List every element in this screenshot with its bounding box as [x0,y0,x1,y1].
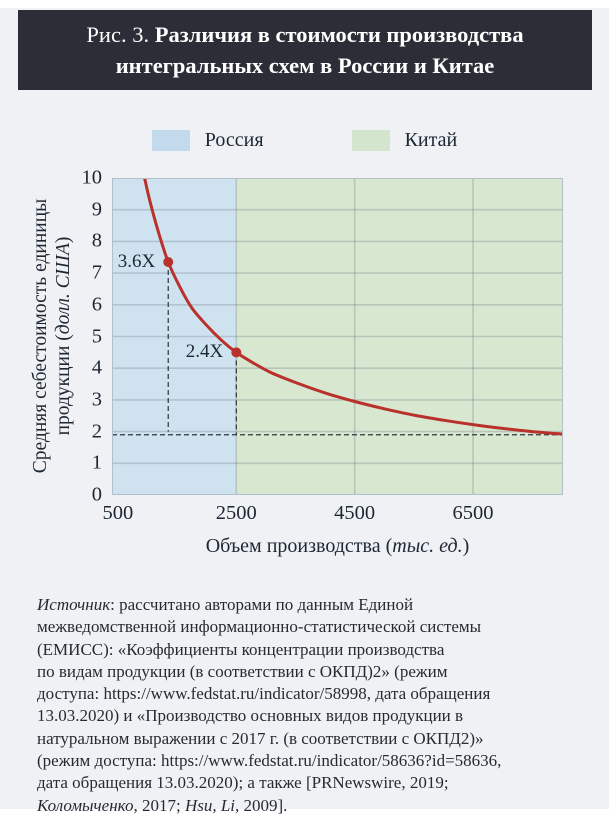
y-tick-label: 2 [91,420,102,443]
x-tick-label: 4500 [334,502,376,524]
marker-dot [163,257,174,268]
text-segment: Объем производства ( [205,535,393,557]
text-segment: Hsu, Li [184,795,236,815]
text-segment: Источник [37,595,111,614]
source-note-line: натуральном выражении с 2017 г. (в соотв… [37,728,583,750]
source-note-line: дата обращения 13.03.2020); а также [PRN… [37,772,583,794]
region-china [236,178,563,495]
source-note-line: (ЕМИСС): «Коэффициенты концентрации прои… [37,639,583,661]
x-axis-tick-labels: 500 2500 4500 6500 [103,502,563,528]
y-tick-label: 7 [91,261,102,284]
text-segment: межведомственной информационно-статистич… [37,617,482,637]
source-note-line: Источник: рассчитано авторами по данным … [37,594,583,616]
x-tick-label: 6500 [452,502,494,524]
plot-area: 3.6X 2.4X [112,178,563,495]
y-tick-label: 3 [91,388,102,411]
legend-swatch-russia [151,130,190,151]
figure-title-line: интегральных схем в России и Китае [18,50,592,81]
chart-canvas [112,178,563,495]
legend-swatch-china [351,130,390,151]
text-segment: Коломыченко [37,795,134,815]
text-segment: тыс. ед. [392,535,463,557]
marker-dot [231,347,242,358]
y-tick-label: 4 [91,356,102,379]
y-tick-label: 0 [91,483,102,506]
legend-item-china: Китай [351,129,458,152]
y-axis-tick-labels: 0 1 2 3 4 5 6 7 8 9 10 [0,167,104,506]
text-segment: дата обращения 13.03.2020); а также [PRN… [37,773,449,793]
x-tick-label: 500 [102,502,134,524]
text-segment: 13.03.2020) и «Производство основных вид… [37,706,464,726]
figure-title-bar: Рис. 3. Различия в стоимости производств… [18,10,592,90]
marker-label: 3.6X [117,251,156,272]
y-tick-label: 9 [91,198,102,221]
y-tick-label: 5 [91,325,102,347]
figure-title-line: Рис. 3. Различия в стоимости производств… [18,19,592,50]
source-note: Источник: рассчитано авторами по данным … [37,594,583,817]
x-axis-title-line: Объем производства (тыс. ед.) [112,535,563,558]
source-note-line: доступа: https://www.fedstat.ru/indicato… [37,683,583,705]
text-segment: , 2009]. [235,795,288,815]
source-note-line: Коломыченко, 2017; Hsu, Li, 2009]. [37,795,583,817]
y-tick-label: 10 [81,166,103,189]
text-segment: (режим доступа: https://www.fedstat.ru/i… [37,751,502,771]
marker-label: 2.4X [185,341,224,363]
y-tick-label: 6 [91,293,102,316]
text-segment: натуральном выражении с 2017 г. (в соотв… [37,728,484,748]
legend-label-russia: Россия [204,129,264,151]
text-segment: Рис. 3. [86,22,155,47]
x-tick-label: 2500 [215,502,257,524]
plot-border [112,178,563,495]
x-axis-title: Объем производства (тыс. ед.) [112,535,563,558]
legend-label-china: Китай [404,129,458,151]
source-note-line: 13.03.2020) и «Производство основных вид… [37,705,583,727]
text-segment: ) [462,535,470,557]
source-note-line: межведомственной информационно-статистич… [37,616,583,638]
y-tick-label: 8 [91,229,102,252]
figure-title: Рис. 3. Различия в стоимости производств… [18,19,592,81]
text-segment: интегральных схем в России и Китае [115,53,495,78]
source-note-line: по видам продукции (в соответствии с ОКП… [37,661,583,683]
source-note-line: (режим доступа: https://www.fedstat.ru/i… [37,750,583,772]
text-segment: (ЕМИСС): «Коэффициенты концентрации прои… [37,639,445,659]
text-segment: : рассчитано авторами по данным Единой [110,595,414,614]
text-segment: доступа: https://www.fedstat.ru/indicato… [37,684,491,704]
text-segment: Различия в стоимости производства [154,22,524,47]
text-segment: , 2017; [133,795,185,815]
legend-item-russia: Россия [151,129,264,152]
y-tick-label: 1 [91,451,102,474]
cost-curve [143,178,563,436]
text-segment: по видам продукции (в соответствии с ОКП… [37,661,448,681]
chart-legend: Россия Китай [0,129,609,152]
